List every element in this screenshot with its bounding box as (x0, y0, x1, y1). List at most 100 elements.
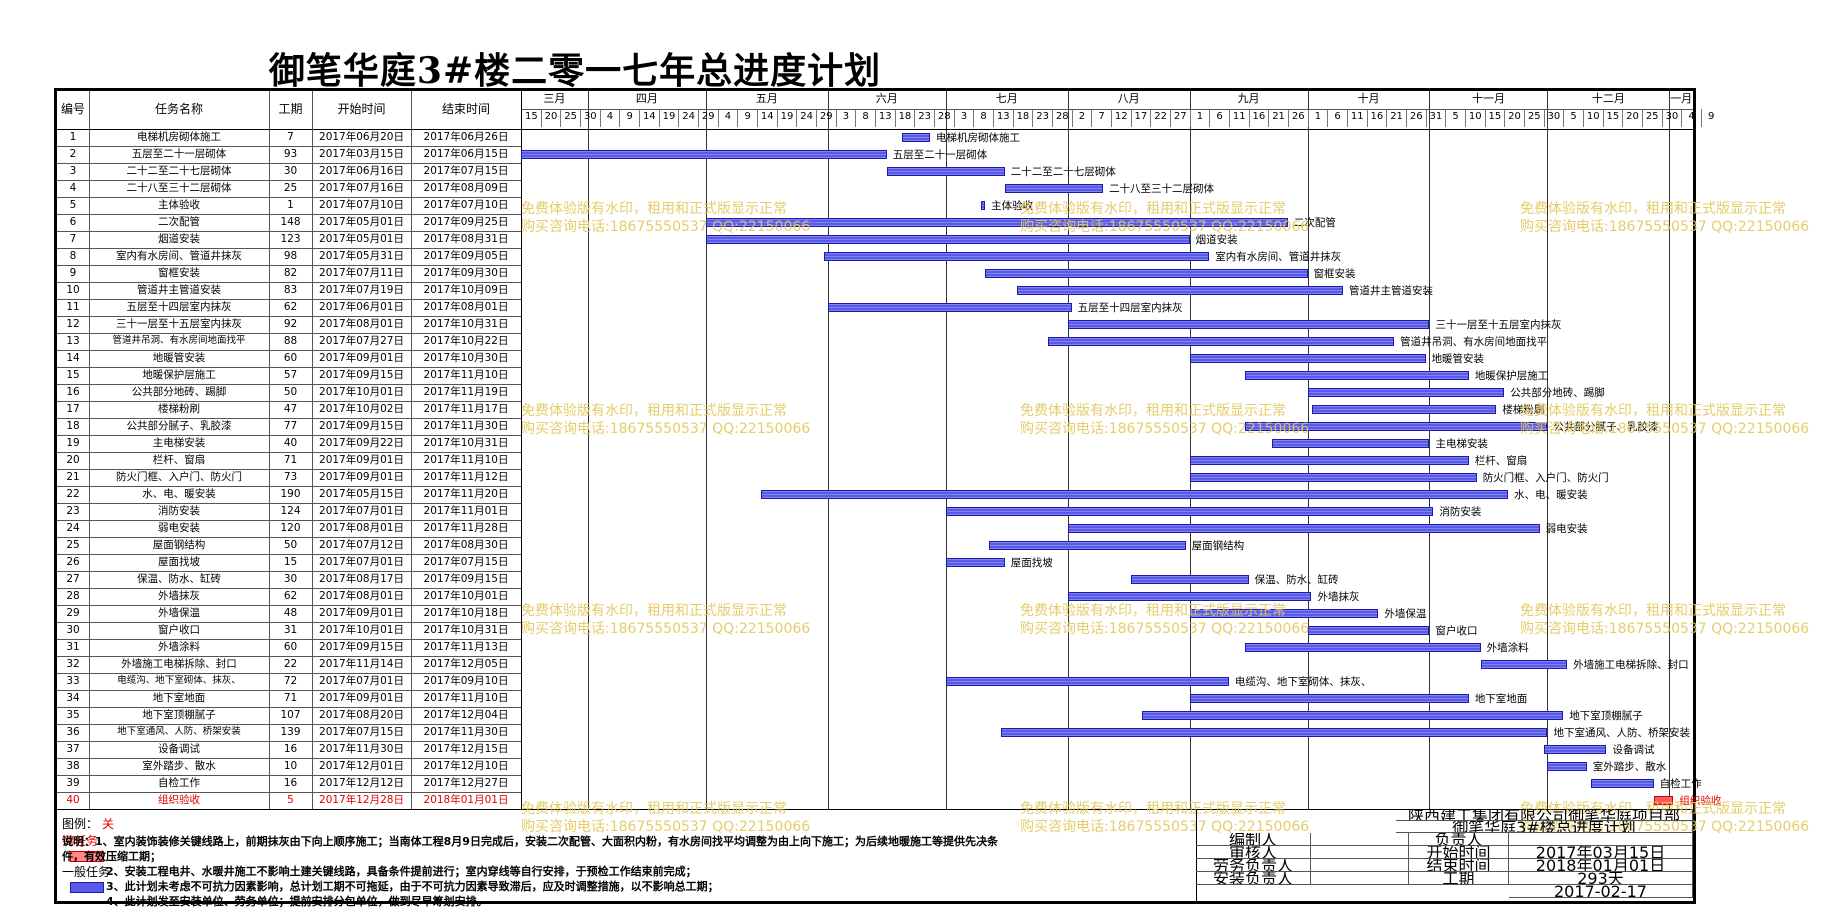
day-label: 8 (855, 109, 875, 127)
task-bar[interactable] (827, 303, 1072, 312)
task-bar[interactable] (1067, 592, 1312, 601)
task-dur: 120 (280, 522, 301, 534)
task-bar[interactable] (1244, 643, 1481, 652)
task-dur: 7 (287, 131, 294, 143)
info-key2: 负责人 (1409, 833, 1509, 846)
task-bar[interactable] (1130, 575, 1249, 584)
note-n1: 说明：1、室内装饰装修关键线路上，前期抹灰由下向上顺序施工；当南体工程8月9日完… (62, 835, 998, 848)
task-name: 电梯机房砌体施工 (137, 131, 221, 143)
task-end: 2017年11月30日 (423, 726, 509, 738)
task-bar[interactable] (1189, 456, 1469, 465)
task-dur: 31 (283, 624, 298, 636)
task-bar[interactable] (945, 558, 1005, 567)
bar-label: 电梯机房砌体施工 (936, 132, 1021, 144)
day-label: 28 (933, 109, 954, 127)
task-bar[interactable] (1480, 660, 1568, 669)
task-bar[interactable] (1000, 728, 1548, 737)
task-end: 2017年11月10日 (423, 692, 509, 704)
day-label: 16 (1248, 109, 1269, 127)
task-bar[interactable] (945, 507, 1434, 516)
task-bar[interactable] (1016, 286, 1343, 295)
info-blank (1311, 872, 1409, 885)
task-start: 2017年09月22日 (319, 437, 404, 449)
task-dur: 83 (283, 284, 298, 296)
day-label: 14 (638, 109, 659, 127)
info-date: 2017-02-17 (1509, 885, 1693, 898)
month-label: 十二月 (1591, 92, 1625, 105)
info-value: 2017年03月15日 (1509, 846, 1693, 859)
task-bar[interactable] (1543, 745, 1607, 754)
day-label: 9 (737, 109, 757, 127)
task-dur: 30 (283, 165, 298, 177)
bar-label: 主体验收 (991, 200, 1034, 212)
day-label: 23 (914, 109, 934, 127)
task-bar[interactable] (1547, 762, 1587, 771)
task-start: 2017年05月01日 (319, 233, 404, 245)
task-bar[interactable] (945, 677, 1229, 686)
task-dur: 82 (283, 267, 298, 279)
task-bar[interactable] (705, 235, 1190, 244)
task-end: 2017年11月17日 (423, 403, 509, 415)
task-bar[interactable] (521, 150, 887, 159)
task-no: 20 (66, 454, 80, 466)
day-label: 25 (560, 109, 580, 127)
task-bar[interactable] (705, 218, 1288, 227)
task-bar[interactable] (1067, 320, 1430, 329)
watermark-line1: 免费体验版有水印，租用和正式版显示正常 (1520, 801, 1786, 817)
task-name: 屋面找坡 (158, 556, 200, 568)
task-bar[interactable] (760, 490, 1509, 499)
bar-label: 设备调试 (1612, 744, 1655, 756)
task-dur: 71 (283, 692, 298, 704)
task-bar[interactable] (1653, 796, 1674, 805)
month-divider (945, 91, 947, 809)
task-bar[interactable] (1004, 184, 1104, 193)
task-bar[interactable] (985, 269, 1308, 278)
task-start: 2017年08月01日 (319, 522, 404, 534)
task-bar[interactable] (1067, 524, 1540, 533)
task-end: 2017年10月22日 (423, 335, 509, 347)
task-end: 2017年07月15日 (423, 165, 509, 177)
task-start: 2017年07月01日 (319, 675, 404, 687)
task-bar[interactable] (1189, 473, 1477, 482)
task-no: 24 (66, 522, 80, 534)
task-no: 19 (66, 437, 80, 449)
row-line (57, 401, 521, 402)
task-bar[interactable] (823, 252, 1210, 261)
task-bar[interactable] (1307, 388, 1505, 397)
task-bar[interactable] (1142, 711, 1564, 720)
task-bar[interactable] (1307, 626, 1430, 635)
task-no: 31 (66, 641, 80, 653)
watermark-line1: 免费体验版有水印，租用和正式版显示正常 (1520, 403, 1786, 419)
task-bar[interactable] (886, 167, 1005, 176)
task-no: 40 (66, 794, 80, 806)
task-end: 2017年12月05日 (423, 658, 509, 670)
task-bar[interactable] (1048, 337, 1395, 346)
task-bar[interactable] (1590, 779, 1654, 788)
task-bar[interactable] (1189, 694, 1469, 703)
row-line (57, 384, 521, 385)
task-bar[interactable] (1272, 439, 1430, 448)
row-line (57, 486, 521, 487)
task-start: 2017年08月01日 (319, 318, 404, 330)
task-bar[interactable] (1244, 422, 1548, 431)
note-n1b: 件，有效压缩工期； (62, 850, 161, 863)
task-bar[interactable] (989, 541, 1186, 550)
task-name: 地暖管安装 (152, 352, 206, 364)
row-line (57, 180, 521, 181)
day-label: 30 (579, 109, 600, 127)
task-name: 二次配管 (158, 216, 200, 228)
row-line (57, 469, 521, 470)
bar-label: 自检工作 (1659, 778, 1702, 790)
task-bar[interactable] (1189, 354, 1426, 363)
task-bar[interactable] (981, 201, 986, 210)
task-name: 管道井主管道安装 (137, 284, 221, 296)
task-bar[interactable] (1189, 609, 1379, 618)
bar-label: 管道井主管道安装 (1348, 285, 1433, 297)
month-divider (1307, 91, 1309, 809)
task-no: 8 (69, 250, 77, 262)
task-end: 2017年11月28日 (423, 522, 509, 534)
watermark-line2: 购买咨询电话:18675550537 QQ:22150066 (1520, 421, 1810, 437)
task-bar[interactable] (1244, 371, 1469, 380)
task-bar[interactable] (1311, 405, 1497, 414)
task-bar[interactable] (902, 133, 930, 142)
